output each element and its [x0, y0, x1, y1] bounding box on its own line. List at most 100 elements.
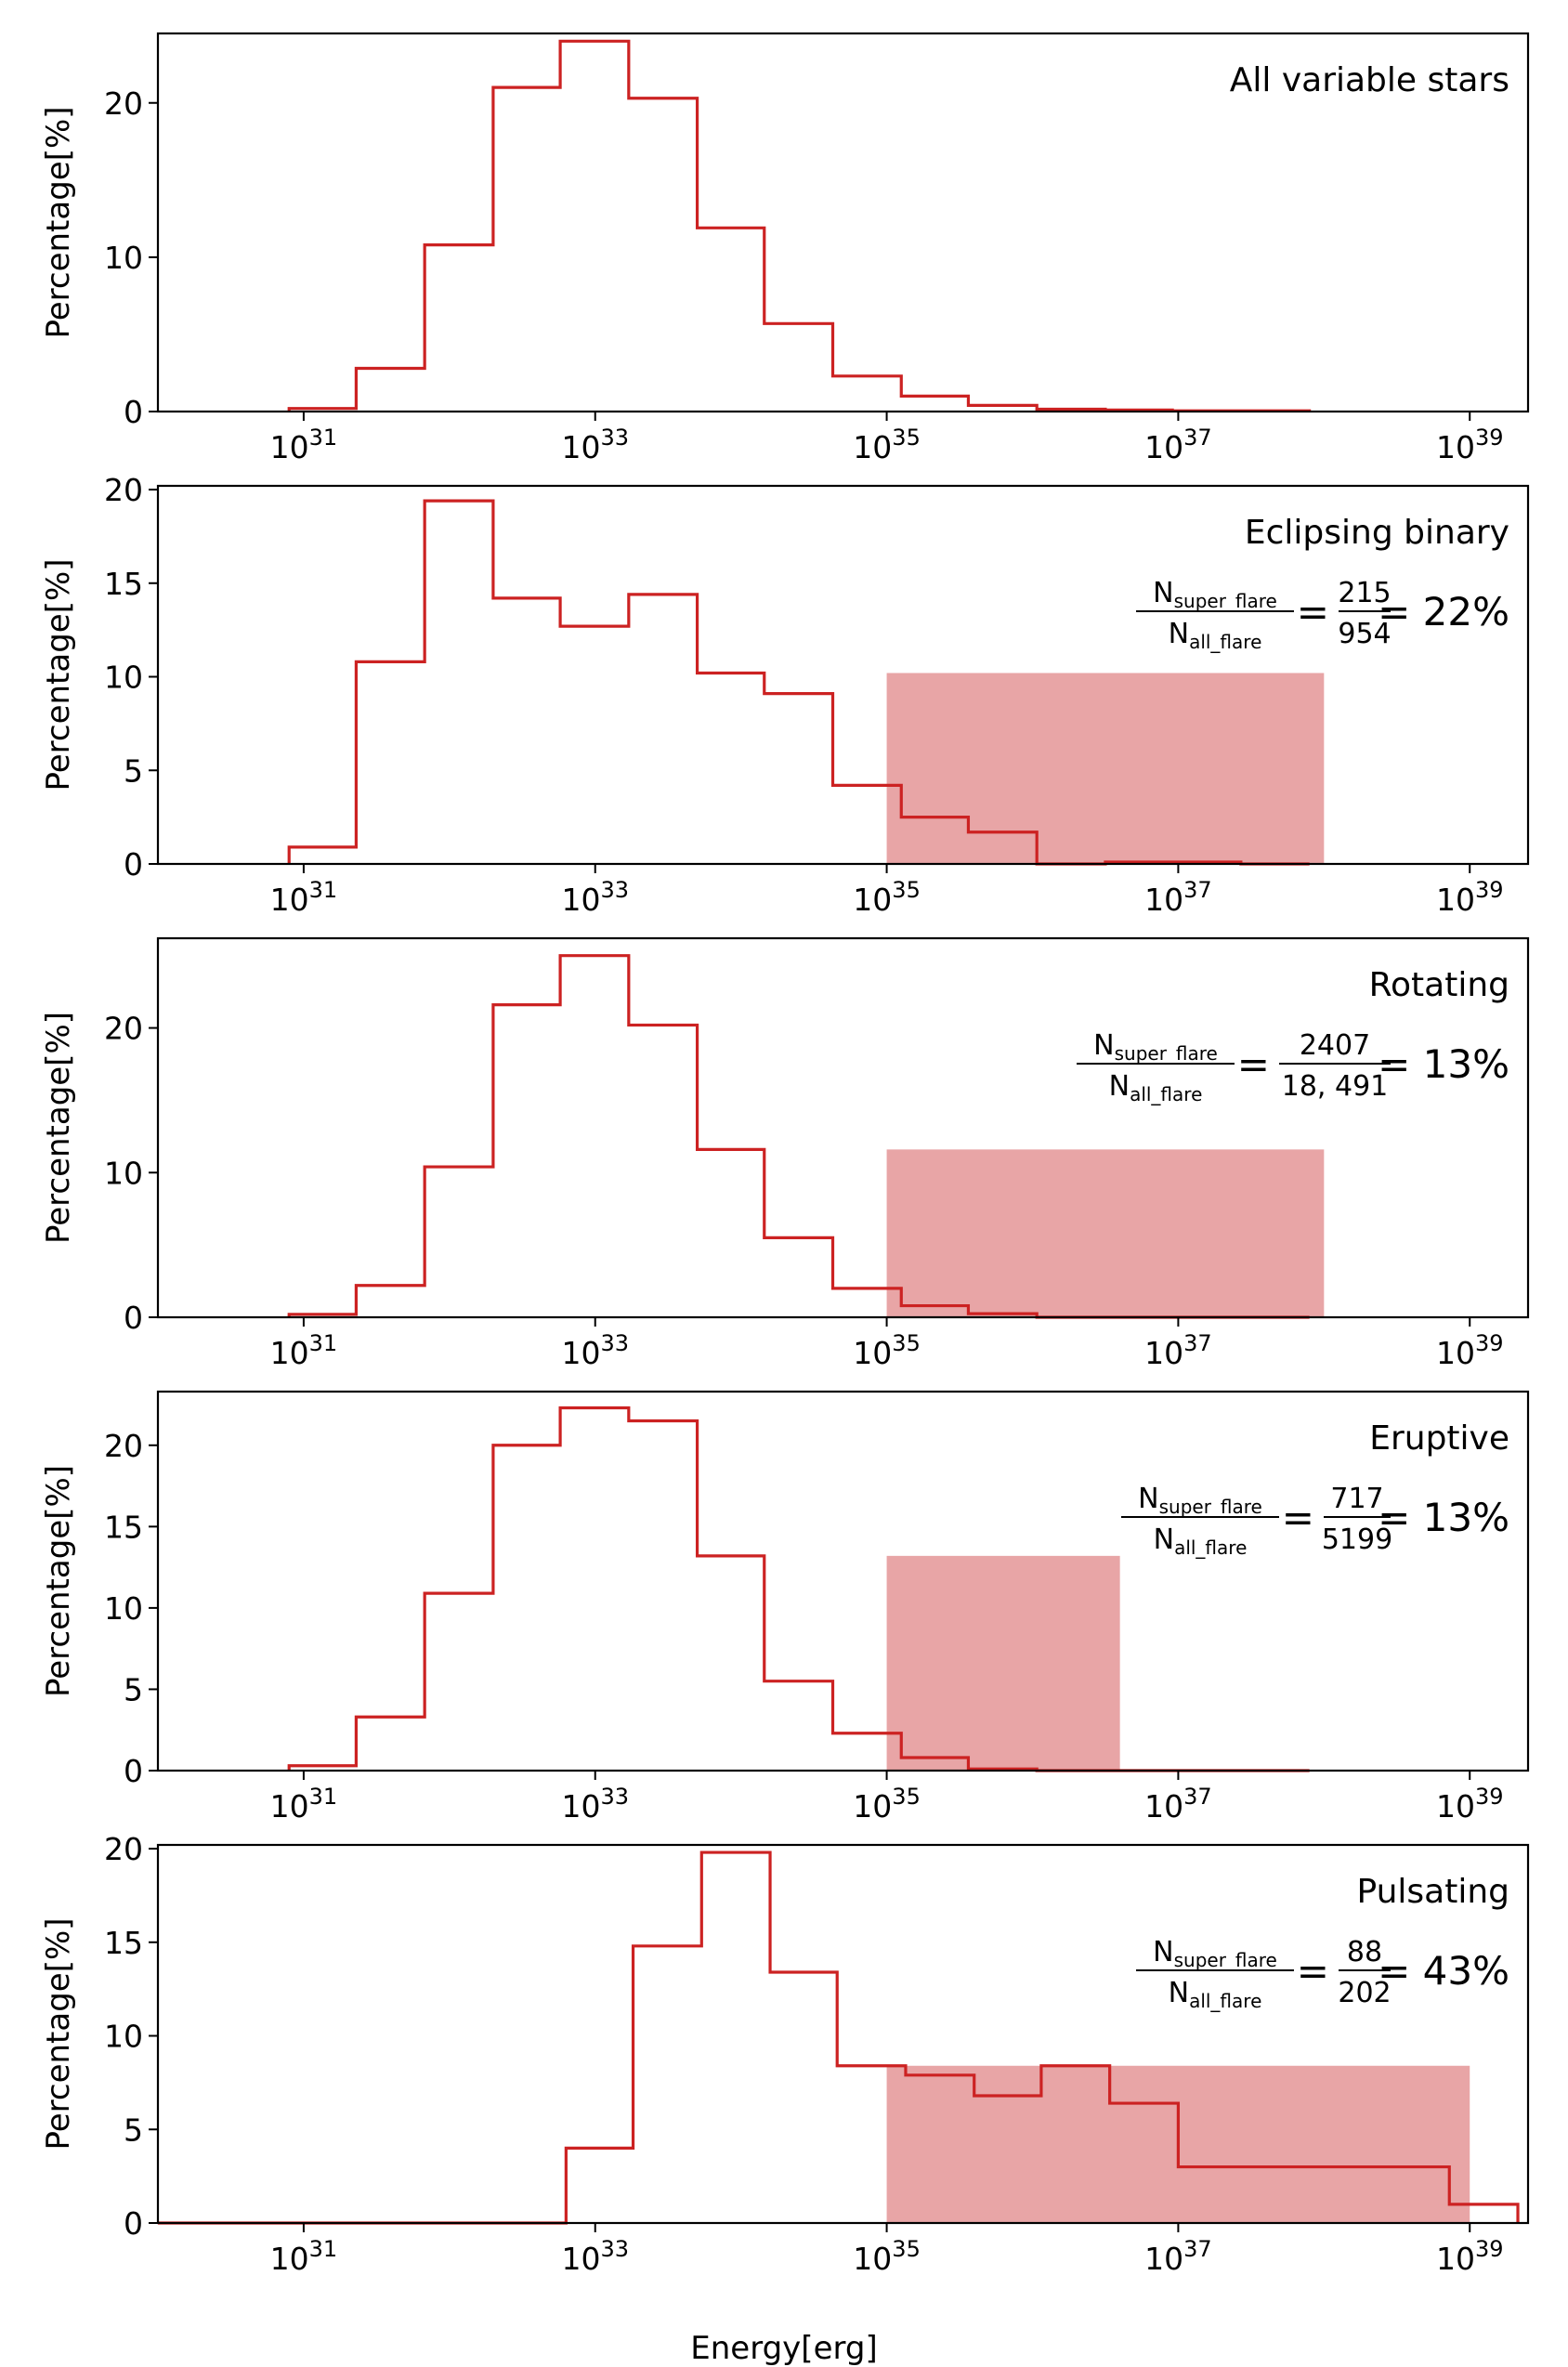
y-axis-label: Percentage[%]	[40, 106, 77, 338]
superflare-region	[886, 1555, 1120, 1771]
panel-5: 0 5 10 15 20 1031 1033 1035 1037 1039 Percentage[%…	[40, 1831, 1530, 2277]
y-tick-label: 0	[124, 2205, 143, 2242]
x-tick-label: 1033	[561, 1330, 629, 1371]
axes-frame	[156, 32, 1530, 413]
ratio-denominator: 202	[1338, 1977, 1391, 2009]
histogram-series	[287, 39, 1312, 412]
y-tick-label: 5	[124, 2112, 143, 2148]
ratio-percent: = 43%	[1378, 1948, 1509, 1994]
panel-3: 0 10 20 1031 1033 1035 1037 1039 Percentage[%] Ro…	[40, 936, 1530, 1371]
y-tick-label: 0	[124, 846, 143, 883]
y-tick-label: 20	[104, 1428, 143, 1464]
histogram-series	[287, 1406, 1310, 1772]
panel-title: Pulsating	[1357, 1873, 1510, 1911]
ratio-denominator: 18, 491	[1282, 1070, 1389, 1103]
x-tick-label: 1039	[1436, 425, 1504, 465]
axes-frame	[156, 1843, 1530, 2225]
x-tick-label: 1031	[270, 425, 338, 465]
ratio-percent: = 22%	[1378, 589, 1509, 634]
x-tick-label: 1039	[1436, 877, 1504, 918]
x-tick-label: 1037	[1144, 425, 1212, 465]
x-tick-label: 1035	[853, 2236, 921, 2277]
panel-4: 0 5 10 15 20 1031 1033 1035 1037 1039 Percentage[%…	[40, 1390, 1530, 1824]
y-tick-label: 20	[104, 472, 143, 508]
y-tick-label: 0	[124, 1300, 143, 1336]
y-tick-label: 10	[104, 2019, 143, 2055]
ratio-symbol-numerator: Nsuper_flare	[1153, 577, 1277, 612]
superflare-region	[886, 1149, 1325, 1317]
superflare-region	[886, 673, 1325, 864]
panel-2: 0 5 10 15 20 1031 1033 1035 1037 1039 Percentage[%…	[40, 472, 1530, 918]
ratio-denominator: 5199	[1322, 1524, 1392, 1556]
ratio-numerator: 717	[1330, 1483, 1383, 1515]
ratio-symbol-numerator: Nsuper_flare	[1153, 1936, 1277, 1971]
ratio-numerator: 2407	[1300, 1029, 1370, 1062]
x-tick-label: 1035	[853, 877, 921, 918]
ratio-symbol-denominator: Nall_flare	[1169, 1977, 1262, 2012]
x-tick-label: 1031	[270, 2236, 338, 2277]
x-tick-label: 1031	[270, 1330, 338, 1371]
ratio-annotation: = 13%2407 18, 491 = Nsuper_flare Nall_flare	[1077, 1029, 1509, 1105]
ratio-annotation: = 13%717 5199= Nsuper_flare Nall_flare	[1121, 1483, 1509, 1559]
ratio-symbol-denominator: Nall_flare	[1154, 1524, 1248, 1559]
y-tick-label: 20	[104, 85, 143, 122]
y-tick-label: 5	[124, 1671, 143, 1707]
y-tick-label: 20	[104, 1011, 143, 1047]
ratio-symbol-denominator: Nall_flare	[1109, 1070, 1203, 1105]
y-tick-label: 10	[104, 660, 143, 696]
axes-frame	[156, 1390, 1530, 1772]
histogram-series	[158, 1850, 1520, 2225]
y-axis-label: Percentage[%]	[40, 558, 77, 791]
x-tick-label: 1037	[1144, 1784, 1212, 1824]
equals-sign: =	[1297, 1948, 1329, 1994]
y-tick-label: 5	[124, 752, 143, 789]
x-tick-label: 1037	[1144, 877, 1212, 918]
y-tick-label: 10	[104, 1155, 143, 1191]
y-tick-label: 15	[104, 566, 143, 602]
ratio-percent: = 13%	[1378, 1495, 1509, 1540]
x-tick-label: 1033	[561, 877, 629, 918]
ratio-symbol-numerator: Nsuper_flare	[1138, 1483, 1262, 1518]
y-axis-label: Percentage[%]	[40, 1465, 77, 1697]
ratio-annotation: = 22%215 954 = Nsuper_flare Nall_flare	[1136, 577, 1509, 653]
x-tick-label: 1031	[270, 877, 338, 918]
y-tick-label: 10	[104, 1590, 143, 1627]
panel-1: 0 10 20 1031 1033 1035 1037 1039 Percentage[%] Al…	[40, 32, 1530, 465]
x-tick-label: 1031	[270, 1784, 338, 1824]
x-tick-label: 1037	[1144, 2236, 1212, 2277]
y-tick-label: 0	[124, 394, 143, 430]
equals-sign: =	[1237, 1041, 1270, 1087]
x-tick-label: 1039	[1436, 1330, 1504, 1371]
y-tick-label: 10	[104, 240, 143, 276]
axes-frame	[156, 484, 1530, 866]
y-axis-label: Percentage[%]	[40, 1012, 77, 1244]
panel-title: Rotating	[1369, 966, 1509, 1004]
x-tick-label: 1035	[853, 425, 921, 465]
x-tick-label: 1039	[1436, 1784, 1504, 1824]
y-tick-label: 15	[104, 1509, 143, 1545]
ratio-numerator: 88	[1347, 1936, 1382, 1968]
x-tick-label: 1035	[853, 1330, 921, 1371]
ratio-denominator: 954	[1338, 618, 1391, 650]
y-tick-label: 0	[124, 1753, 143, 1789]
panel-title: All variable stars	[1230, 61, 1509, 99]
y-axis-label: Percentage[%]	[40, 1917, 77, 2150]
x-tick-label: 1037	[1144, 1330, 1212, 1371]
x-tick-label: 1035	[853, 1784, 921, 1824]
x-tick-label: 1039	[1436, 2236, 1504, 2277]
axes-frame	[156, 936, 1530, 1319]
equals-sign: =	[1297, 589, 1329, 634]
x-tick-label: 1033	[561, 1784, 629, 1824]
panel-title: Eruptive	[1369, 1419, 1509, 1458]
y-tick-label: 15	[104, 1925, 143, 1961]
x-axis-label: Energy[erg]	[690, 2330, 878, 2367]
ratio-numerator: 215	[1338, 577, 1391, 609]
ratio-percent: = 13%	[1378, 1041, 1509, 1087]
x-tick-label: 1033	[561, 2236, 629, 2277]
histogram-series	[287, 954, 1310, 1319]
ratio-symbol-numerator: Nsuper_flare	[1093, 1029, 1218, 1065]
ratio-symbol-denominator: Nall_flare	[1169, 618, 1262, 653]
panel-title: Eclipsing binary	[1245, 514, 1509, 552]
ratio-annotation: = 43%88 202 = Nsuper_flare Nall_flare	[1136, 1936, 1509, 2012]
